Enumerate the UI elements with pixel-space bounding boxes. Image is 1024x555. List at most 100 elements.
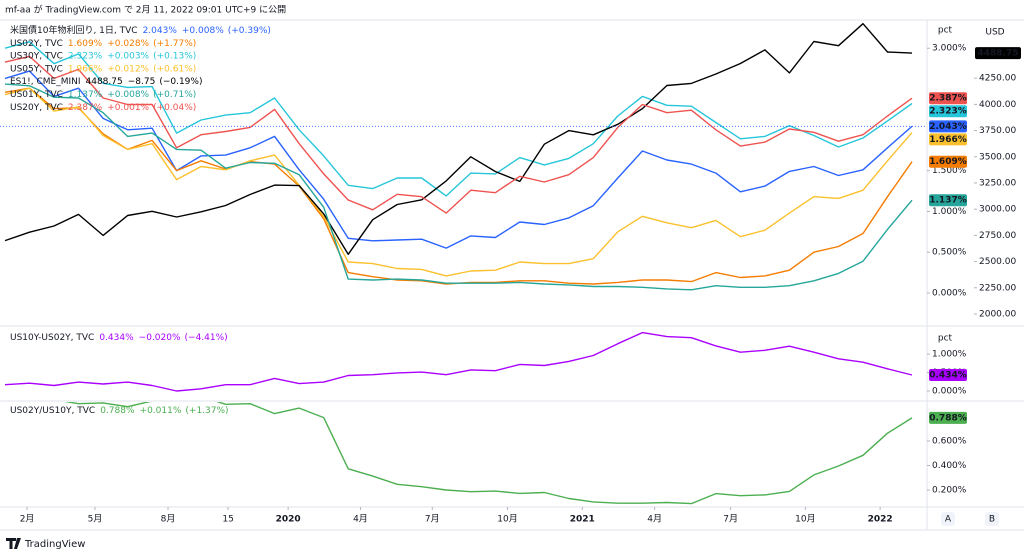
legend-name: US02Y, TVC <box>10 38 63 48</box>
legend-change: +0.008% <box>107 90 149 100</box>
x-tick-label: 2020 <box>276 515 301 525</box>
plot <box>4 23 913 291</box>
series-line <box>4 83 913 291</box>
legend-change: +0.011% <box>140 406 182 416</box>
last-value-box <box>929 105 967 118</box>
last-value-label: 0.788% <box>929 413 967 423</box>
legend-name: US02Y/US10Y, TVC <box>10 406 95 416</box>
legend-value: 2.323% <box>68 51 103 61</box>
y-tick-label: 0.400% <box>932 461 967 471</box>
legend-entry: US20Y, TVC 2.387% +0.001% (+0.04%) <box>10 102 196 112</box>
series-line <box>4 41 913 197</box>
legend-value: 0.788% <box>100 406 135 416</box>
series-line <box>4 23 913 255</box>
legend-value: 1.966% <box>68 64 103 74</box>
last-value-label: 0.434% <box>929 370 967 380</box>
button-label[interactable]: A <box>945 515 952 525</box>
y-tick-label: 0.200% <box>932 485 967 495</box>
last-value-box <box>929 120 967 133</box>
legend-change-pct: (+0.13%) <box>153 51 196 61</box>
legend-change-pct: (−0.19%) <box>159 77 202 87</box>
plot <box>27 402 913 505</box>
y2-tick-label: 3750.00 <box>979 126 1016 136</box>
legend-name: US05Y, TVC <box>10 64 63 74</box>
legend-value: 4488.75 <box>86 77 123 87</box>
legend-change-pct: (+1.77%) <box>153 38 196 48</box>
plot <box>4 331 913 392</box>
legend-change: +0.008% <box>182 26 224 36</box>
button-label[interactable]: B <box>989 515 995 525</box>
series-line <box>4 55 913 214</box>
legend-change-pct: (+0.39%) <box>228 26 271 36</box>
legend-name: US01Y, TVC <box>10 90 63 100</box>
legend-name: US10Y-US02Y, TVC <box>10 333 94 343</box>
header: mf-aa が TradingView.com で 2月 11, 2022 09… <box>5 4 286 16</box>
x-tick-label: 15 <box>222 515 233 525</box>
legend-change-pct: (+0.71%) <box>153 90 196 100</box>
legend-change-pct: (+1.37%) <box>185 406 228 416</box>
y2-tick-label: 2250.00 <box>979 283 1016 293</box>
legend-name: US20Y, TVC <box>10 102 63 112</box>
y-tick-label: 1.000% <box>932 207 967 217</box>
legend-entry: US02Y/US10Y, TVC 0.788% +0.011% (+1.37%) <box>10 406 229 416</box>
legend-value: 2.043% <box>143 26 178 36</box>
logo <box>6 538 21 549</box>
last-value-label: 2.323% <box>929 107 967 117</box>
button[interactable] <box>985 512 999 526</box>
x-tick-label: 7月 <box>425 514 440 525</box>
footer: TradingView <box>24 539 85 550</box>
legend-change: −8.75 <box>128 77 156 87</box>
y2-tick-label: 3500.00 <box>979 152 1016 162</box>
last-value-label: 4488.75 <box>978 49 1019 59</box>
legend-change: +0.012% <box>107 64 149 74</box>
legend-value: 1.609% <box>68 38 103 48</box>
last-value-label: 1.137% <box>929 196 967 206</box>
y2-tick-label: 4250.00 <box>979 74 1016 84</box>
axis-unit: pct <box>938 334 953 344</box>
last-value-box <box>975 47 1021 60</box>
legend-name: 米国債10年物利回り, 1日, TVC <box>10 24 138 36</box>
y-tick-label: 1.500% <box>932 166 967 176</box>
legend-change-pct: (−4.41%) <box>185 333 228 343</box>
button[interactable] <box>941 512 955 526</box>
legend-change: +0.028% <box>107 38 149 48</box>
y-tick-label: 0.600% <box>932 436 967 446</box>
series-line <box>4 87 913 277</box>
legend-entry: 米国債10年物利回り, 1日, TVC 2.043% +0.008% (+0.39%) <box>10 24 271 36</box>
legend-name: US30Y, TVC <box>10 51 63 61</box>
x-tick-label: 10月 <box>497 514 517 525</box>
x-tick-label: 8月 <box>161 514 176 525</box>
y2-tick-label: 3250.00 <box>979 178 1016 188</box>
legend-entry: ES1!, CME_MINI 4488.75 −8.75 (−0.19%) <box>10 77 202 87</box>
last-value-label: 2.043% <box>929 122 967 132</box>
legend-value: 2.387% <box>68 102 103 112</box>
last-value-box <box>929 133 967 146</box>
legend-entry: US30Y, TVC 2.323% +0.003% (+0.13%) <box>10 51 196 61</box>
legend-change: +0.003% <box>107 51 149 61</box>
last-value-box <box>929 194 967 207</box>
last-value-box <box>929 411 967 424</box>
series-line <box>27 402 913 505</box>
y2-tick-label: 4000.00 <box>979 100 1016 110</box>
x-tick-label: 2021 <box>570 515 595 525</box>
legend-entry: US01Y, TVC 1.137% +0.008% (+0.71%) <box>10 90 196 100</box>
legend-entry: US10Y-US02Y, TVC 0.434% −0.020% (−4.41%) <box>10 333 228 343</box>
last-value-box <box>929 368 967 381</box>
x-tick-label: 2月 <box>20 514 35 525</box>
series-line <box>4 331 913 392</box>
x-tick-label: 7月 <box>723 514 738 525</box>
y-tick-label: 3.000% <box>932 44 967 54</box>
legend-value: 1.137% <box>68 90 103 100</box>
legend-value: 0.434% <box>99 333 134 343</box>
y-tick-label: 0.000% <box>932 387 967 397</box>
legend-entry: US05Y, TVC 1.966% +0.012% (+0.61%) <box>10 64 196 74</box>
last-value-box <box>929 155 967 168</box>
axis-unit: USD <box>985 28 1004 38</box>
y2-tick-label: 2000.00 <box>979 309 1016 319</box>
last-value-label: 2.387% <box>929 94 967 104</box>
y-tick-label: 0.500% <box>932 248 967 258</box>
y2-tick-label: 2500.00 <box>979 257 1016 267</box>
x-tick-label: 5月 <box>88 514 103 525</box>
legend-change: +0.001% <box>107 102 149 112</box>
